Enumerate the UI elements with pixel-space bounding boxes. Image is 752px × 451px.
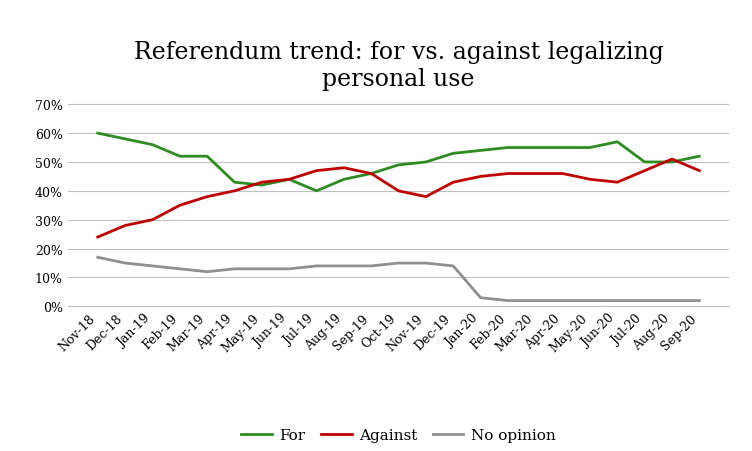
For xyxy=(285,177,294,183)
No opinion xyxy=(476,295,485,301)
Legend: For, Against, No opinion: For, Against, No opinion xyxy=(235,422,562,448)
Against xyxy=(120,223,129,229)
Against xyxy=(367,171,376,177)
Against xyxy=(339,166,348,171)
Title: Referendum trend: for vs. against legalizing
personal use: Referendum trend: for vs. against legali… xyxy=(134,41,663,90)
No opinion xyxy=(93,255,102,260)
Line: For: For xyxy=(98,134,699,191)
No opinion xyxy=(285,267,294,272)
For xyxy=(668,160,677,166)
Against xyxy=(503,171,512,177)
Against xyxy=(394,189,403,194)
No opinion xyxy=(421,261,430,266)
For xyxy=(93,131,102,137)
No opinion xyxy=(367,264,376,269)
For xyxy=(312,189,321,194)
Against xyxy=(257,180,266,185)
Against xyxy=(613,180,622,185)
For xyxy=(421,160,430,166)
Against xyxy=(668,157,677,162)
For xyxy=(613,140,622,145)
Against xyxy=(421,194,430,200)
No opinion xyxy=(120,261,129,266)
No opinion xyxy=(449,264,458,269)
No opinion xyxy=(558,298,567,304)
Against xyxy=(558,171,567,177)
Against xyxy=(640,169,649,174)
Against xyxy=(285,177,294,183)
No opinion xyxy=(394,261,403,266)
Line: Against: Against xyxy=(98,160,699,238)
Against xyxy=(202,194,211,200)
No opinion xyxy=(148,264,157,269)
No opinion xyxy=(613,298,622,304)
No opinion xyxy=(640,298,649,304)
For xyxy=(503,146,512,151)
Line: No opinion: No opinion xyxy=(98,258,699,301)
For xyxy=(394,163,403,168)
For xyxy=(120,137,129,142)
Against xyxy=(531,171,540,177)
For xyxy=(175,154,184,160)
No opinion xyxy=(695,298,704,304)
For xyxy=(558,146,567,151)
For xyxy=(230,180,239,185)
No opinion xyxy=(312,264,321,269)
No opinion xyxy=(503,298,512,304)
For xyxy=(339,177,348,183)
For xyxy=(367,171,376,177)
Against xyxy=(230,189,239,194)
For xyxy=(202,154,211,160)
Against xyxy=(93,235,102,240)
Against xyxy=(148,217,157,223)
No opinion xyxy=(257,267,266,272)
For xyxy=(695,154,704,160)
Against xyxy=(449,180,458,185)
For xyxy=(148,143,157,148)
Against xyxy=(476,174,485,179)
No opinion xyxy=(586,298,595,304)
Against xyxy=(586,177,595,183)
For xyxy=(586,146,595,151)
Against xyxy=(312,169,321,174)
Against xyxy=(695,169,704,174)
No opinion xyxy=(175,267,184,272)
No opinion xyxy=(202,269,211,275)
For xyxy=(476,148,485,154)
For xyxy=(640,160,649,166)
No opinion xyxy=(230,267,239,272)
No opinion xyxy=(668,298,677,304)
Against xyxy=(175,203,184,208)
No opinion xyxy=(531,298,540,304)
For xyxy=(531,146,540,151)
For xyxy=(449,151,458,156)
For xyxy=(257,183,266,189)
No opinion xyxy=(339,264,348,269)
